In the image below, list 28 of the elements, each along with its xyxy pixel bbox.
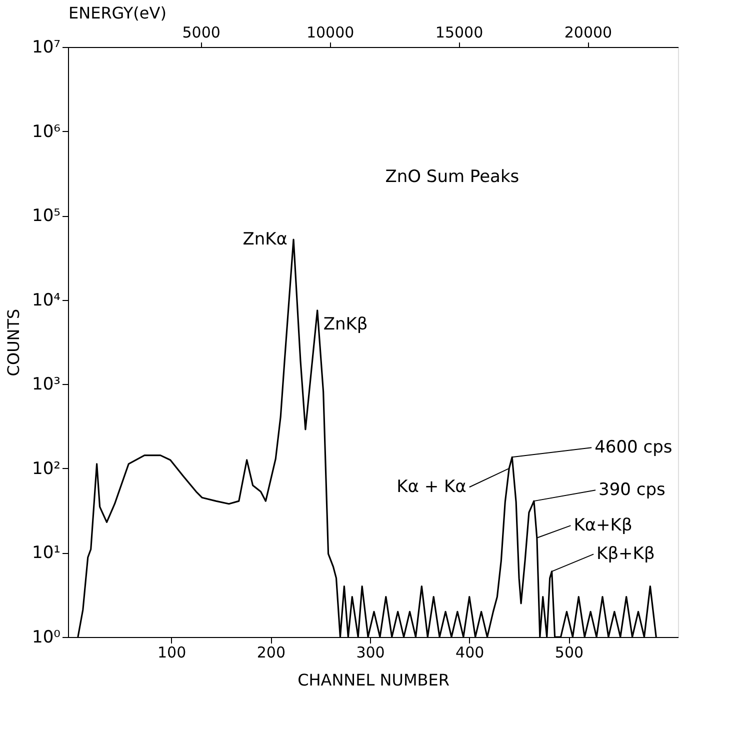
x2-tick-label: 20000 <box>564 24 612 42</box>
x-tick-label: 300 <box>356 644 385 662</box>
y-tick-label: 10¹ <box>32 543 60 564</box>
y-tick-label: 10⁴ <box>32 290 61 310</box>
annotation: 4600 cps <box>594 438 672 458</box>
annotation: Kα + Kα <box>396 477 466 498</box>
y-tick-label: 10⁵ <box>32 206 60 226</box>
x2-tick-label: 5000 <box>182 24 220 42</box>
y-tick-label: 10⁷ <box>32 38 61 58</box>
annotation: ZnKβ <box>323 314 368 334</box>
x-tick-label: 400 <box>456 644 484 662</box>
x-axis-title: CHANNEL NUMBER <box>298 670 450 690</box>
y-tick-label: 10³ <box>32 374 60 395</box>
annotation: Kα+Kβ <box>574 516 632 536</box>
x-tick-label: 500 <box>554 644 584 662</box>
y-axis-title: COUNTS <box>4 308 24 376</box>
x-tick-label: 200 <box>256 644 286 662</box>
x2-tick-label: 15000 <box>435 24 484 42</box>
annotation: ZnKα <box>242 230 288 250</box>
annotation: Kβ+Kβ <box>596 544 655 564</box>
x2-tick-label: 10000 <box>306 24 354 42</box>
y-tick-label: 10² <box>32 458 60 479</box>
annotation: ZnO Sum Peaks <box>385 166 520 187</box>
annotation: 390 cps <box>598 480 666 500</box>
x-tick-label: 100 <box>158 644 186 662</box>
y-tick-label: 10⁰ <box>32 628 61 648</box>
x2-axis-title: ENERGY(eV) <box>68 4 166 22</box>
y-tick-label: 10⁶ <box>32 122 61 142</box>
